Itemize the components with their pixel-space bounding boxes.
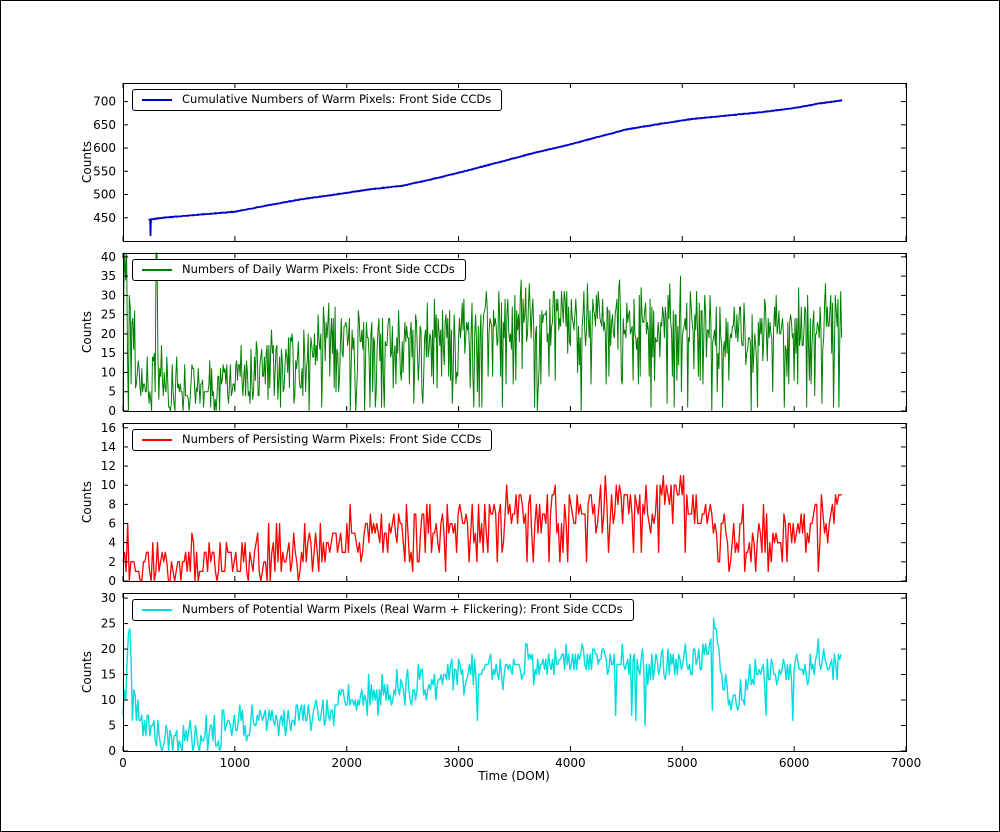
y-tick-label: 25 <box>101 617 116 631</box>
y-tick-label: 6 <box>108 517 116 531</box>
y-tick-label: 500 <box>93 188 116 202</box>
y-tick-label: 5 <box>108 719 116 733</box>
y-tick-label: 12 <box>101 459 116 473</box>
legend-line-sample-persisting <box>142 439 172 441</box>
legend-label-persisting: Numbers of Persisting Warm Pixels: Front… <box>182 432 482 446</box>
y-tick-label: 650 <box>93 118 116 132</box>
x-tick-label: 4000 <box>555 756 586 770</box>
y-tick-label: 35 <box>101 269 116 283</box>
y-tick-label: 5 <box>108 385 116 399</box>
y-tick-label: 20 <box>101 327 116 341</box>
y-tick-label: 10 <box>101 693 116 707</box>
legend-label-cumulative: Cumulative Numbers of Warm Pixels: Front… <box>182 92 492 106</box>
y-axis-label-persisting: Counts <box>80 481 94 523</box>
y-tick-label: 30 <box>101 591 116 605</box>
y-axis-label-daily: Counts <box>80 311 94 353</box>
x-tick-label: 3000 <box>443 756 474 770</box>
x-axis-label: Time (DOM) <box>478 769 550 783</box>
legend-label-daily: Numbers of Daily Warm Pixels: Front Side… <box>182 262 455 276</box>
y-tick-label: 15 <box>101 668 116 682</box>
legend-persisting-warm-pixels: Numbers of Persisting Warm Pixels: Front… <box>132 429 493 451</box>
series-daily-line <box>122 252 843 412</box>
y-tick-label: 0 <box>108 744 116 758</box>
x-tick-label: 1000 <box>220 756 251 770</box>
y-tick-label: 40 <box>101 250 116 264</box>
series-persisting-line <box>122 475 842 582</box>
y-tick-label: 550 <box>93 164 116 178</box>
x-tick-label: 7000 <box>891 756 922 770</box>
y-tick-label: 2 <box>108 555 116 569</box>
x-tick-label: 2000 <box>331 756 362 770</box>
y-tick-label: 14 <box>101 440 116 454</box>
y-tick-label: 8 <box>108 497 116 511</box>
legend-line-sample-daily <box>142 269 172 271</box>
y-tick-label: 15 <box>101 346 116 360</box>
y-tick-label: 10 <box>101 478 116 492</box>
x-tick-label: 5000 <box>667 756 698 770</box>
y-tick-label: 700 <box>93 95 116 109</box>
y-tick-label: 0 <box>108 404 116 418</box>
legend-label-potential: Numbers of Potential Warm Pixels (Real W… <box>182 602 623 616</box>
series-potential-line <box>122 617 842 752</box>
axes-frame-persisting <box>123 423 907 582</box>
y-tick-label: 0 <box>108 574 116 588</box>
legend-line-sample-potential <box>142 609 172 611</box>
legend-cumulative-warm-pixels: Cumulative Numbers of Warm Pixels: Front… <box>132 89 503 111</box>
series-cumulative-line <box>148 99 843 237</box>
y-tick-label: 600 <box>93 141 116 155</box>
y-tick-label: 30 <box>101 288 116 302</box>
y-axis-label-potential: Counts <box>80 651 94 693</box>
y-axis-label-cumulative: Counts <box>80 141 94 183</box>
y-tick-label: 16 <box>101 421 116 435</box>
axes-frame-daily <box>123 253 907 412</box>
y-tick-label: 20 <box>101 642 116 656</box>
y-tick-label: 4 <box>108 536 116 550</box>
legend-line-sample-cumulative <box>142 99 172 101</box>
x-tick-label: 6000 <box>779 756 810 770</box>
axes-frame-potential <box>123 593 907 752</box>
x-tick-label: 0 <box>119 756 127 770</box>
y-tick-label: 450 <box>93 211 116 225</box>
axes-frame-cumulative <box>123 83 907 242</box>
legend-potential-warm-pixels: Numbers of Potential Warm Pixels (Real W… <box>132 599 634 621</box>
y-tick-label: 10 <box>101 365 116 379</box>
legend-daily-warm-pixels: Numbers of Daily Warm Pixels: Front Side… <box>132 259 466 281</box>
y-tick-label: 25 <box>101 308 116 322</box>
